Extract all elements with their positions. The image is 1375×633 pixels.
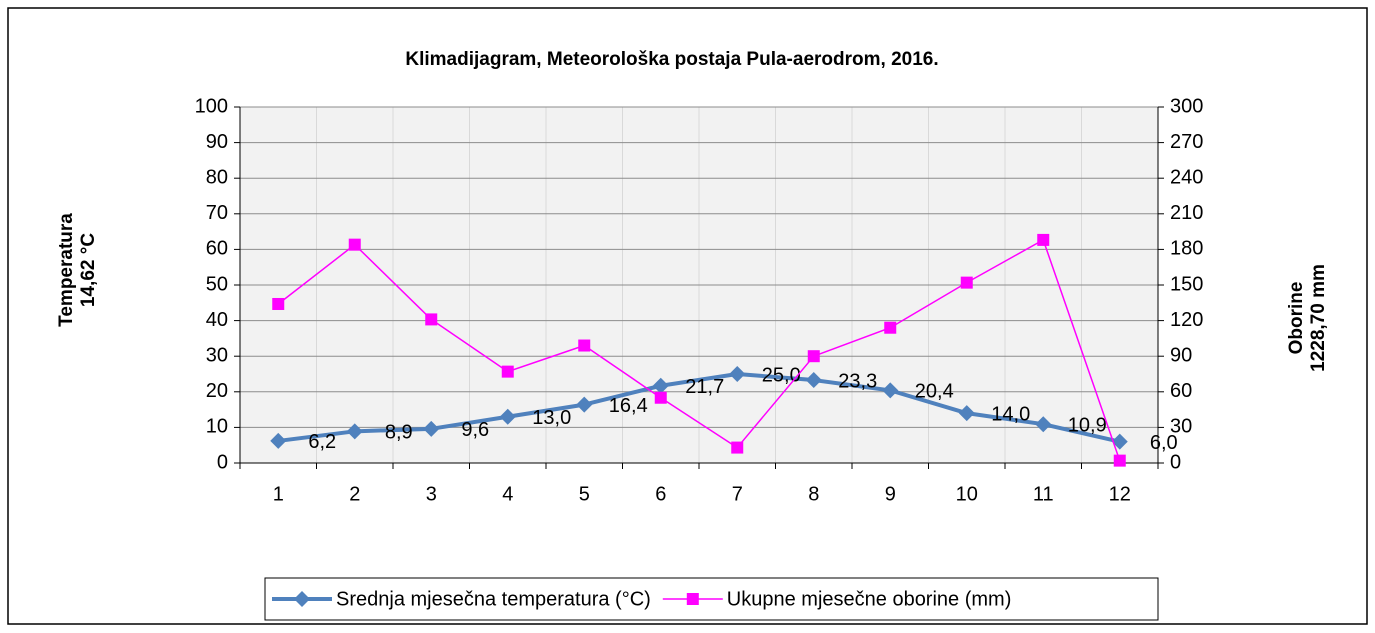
- point: [958, 405, 975, 422]
- point: [731, 441, 744, 454]
- data-label: 13,0: [532, 407, 571, 429]
- point: [576, 396, 593, 413]
- y2-axis-label-line: 1228,70 mm: [1308, 264, 1329, 372]
- x-tick-label: 9: [885, 483, 896, 505]
- series-line: [277, 239, 1121, 461]
- data-label: 9,6: [461, 419, 489, 441]
- y2-axis-label-line: Oborine: [1286, 282, 1307, 355]
- point: [1111, 433, 1128, 450]
- data-label: 6,0: [1150, 432, 1178, 454]
- point: [729, 366, 746, 382]
- y-tick-label: 70: [206, 202, 228, 224]
- x-tick-label: 12: [1109, 483, 1131, 505]
- data-label: 21,7: [685, 376, 724, 398]
- point: [578, 339, 591, 352]
- data-label: 6,2: [308, 431, 336, 453]
- y-tick-label: 10: [206, 416, 228, 438]
- x-tick-label: 4: [502, 483, 513, 505]
- y-tick-label: 60: [206, 238, 228, 260]
- y2-tick-label: 270: [1170, 131, 1203, 153]
- x-tick-label: 1: [273, 483, 284, 505]
- x-tick-label: 3: [426, 483, 437, 505]
- x-tick-label: 10: [956, 483, 978, 505]
- y-tick-label: 20: [206, 380, 228, 402]
- y2-tick-label: 300: [1170, 95, 1203, 117]
- y2-tick-label: 210: [1170, 202, 1203, 224]
- legend-marker: [294, 591, 310, 607]
- y-tick-label: 100: [195, 95, 228, 117]
- point: [805, 372, 822, 389]
- y2-tick-label: 60: [1170, 380, 1192, 402]
- y2-tick-label: 90: [1170, 344, 1192, 366]
- point: [1035, 416, 1052, 433]
- point: [425, 313, 438, 326]
- point: [652, 377, 669, 394]
- point: [654, 391, 667, 404]
- data-label: 16,4: [609, 395, 648, 417]
- y2-tick-label: 150: [1170, 273, 1203, 295]
- y-tick-label: 50: [206, 273, 228, 295]
- y-axis-label: Temperatura 14,62 °C: [56, 213, 99, 327]
- y-tick-label: 80: [206, 166, 228, 188]
- x-tick-label: 7: [732, 483, 743, 505]
- y2-tick-label: 120: [1170, 309, 1203, 331]
- point: [882, 382, 899, 399]
- y2-axis-label: Oborine 1228,70 mm: [1286, 264, 1329, 372]
- chart-title: Klimadijagram, Meteorološka postaja Pula…: [405, 49, 938, 70]
- point: [884, 321, 897, 334]
- point: [272, 297, 285, 310]
- y-axis-label-line: Temperatura: [56, 213, 77, 327]
- point: [346, 423, 363, 440]
- legend-label: Srednja mjesečna temperatura (°C): [336, 588, 651, 610]
- y-axis-label-line: 14,62 °C: [78, 233, 99, 307]
- data-label: 23,3: [838, 370, 877, 392]
- point: [499, 408, 516, 425]
- y2-tick-label: 240: [1170, 166, 1203, 188]
- legend-label: Ukupne mjesečne oborine (mm): [727, 588, 1012, 610]
- y2-tick-label: 0: [1170, 451, 1181, 473]
- y2-tick-label: 30: [1170, 416, 1192, 438]
- point: [348, 238, 361, 251]
- x-tick-label: 11: [1033, 483, 1054, 505]
- point: [270, 432, 287, 449]
- data-label: 8,9: [385, 422, 413, 444]
- x-tick-label: 8: [808, 483, 819, 505]
- y-tick-label: 90: [206, 131, 228, 153]
- x-tick-label: 2: [349, 483, 360, 505]
- point: [423, 420, 440, 437]
- data-label: 10,9: [1068, 414, 1107, 436]
- point: [807, 350, 820, 363]
- x-tick-label: 6: [655, 483, 666, 505]
- x-tick-label: 5: [579, 483, 590, 505]
- point: [1037, 233, 1050, 246]
- y-tick-label: 40: [206, 309, 228, 331]
- data-label: 25,0: [762, 364, 801, 386]
- point: [960, 276, 973, 289]
- data-label: 14,0: [991, 403, 1030, 425]
- y-tick-label: 30: [206, 344, 228, 366]
- y-tick-label: 0: [217, 451, 228, 473]
- data-label: 20,4: [915, 381, 954, 403]
- legend-marker: [686, 593, 699, 605]
- y2-tick-label: 180: [1170, 238, 1203, 260]
- series-line: [278, 372, 1121, 444]
- point: [501, 365, 514, 378]
- point: [1113, 454, 1126, 467]
